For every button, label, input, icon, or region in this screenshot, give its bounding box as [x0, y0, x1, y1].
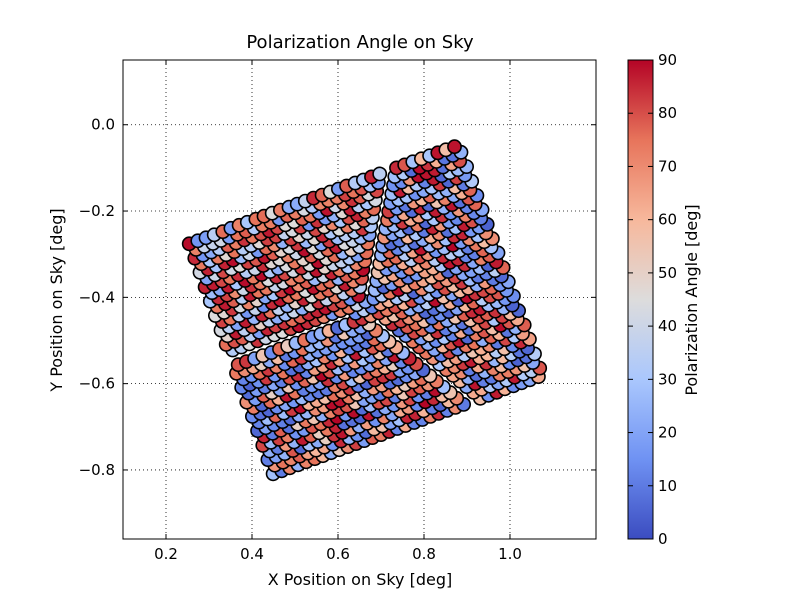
colorbar-tick-label: 60 [658, 211, 677, 229]
x-tick-label: 0.8 [412, 545, 436, 563]
colorbar-tick-label: 30 [658, 370, 677, 388]
y-tick-label: −0.2 [79, 202, 115, 220]
colorbar-ticks: 0 10 20 30 40 50 60 70 80 90 [628, 51, 677, 548]
y-axis-ticks: 0.0 −0.2 −0.4 −0.6 −0.8 [79, 116, 596, 479]
chart-title: Polarization Angle on Sky [246, 32, 474, 53]
data-point [447, 139, 462, 155]
x-axis-label: X Position on Sky [deg] [268, 570, 453, 589]
data-point [372, 166, 388, 182]
colorbar-tick-label: 80 [658, 104, 677, 122]
x-tick-label: 0.2 [154, 545, 178, 563]
y-tick-label: −0.6 [79, 375, 115, 393]
x-tick-label: 1.0 [498, 545, 522, 563]
colorbar-tick-label: 90 [658, 51, 677, 69]
colorbar-label: Polarization Angle [deg] [682, 204, 701, 395]
plot-frame [122, 59, 597, 540]
colorbar-tick-label: 40 [658, 317, 677, 335]
y-tick-label: 0.0 [91, 116, 115, 134]
colorbar-tick-label: 70 [658, 157, 677, 175]
y-axis-label: Y Position on Sky [deg] [47, 208, 66, 392]
colorbar [627, 59, 654, 540]
data-points [181, 139, 548, 482]
colorbar-tick-label: 10 [658, 477, 677, 495]
x-tick-label: 0.4 [240, 545, 264, 563]
colorbar-tick-label: 0 [658, 530, 668, 548]
x-axis-ticks: 0.2 0.4 0.6 0.8 1.0 [154, 60, 522, 563]
colorbar-tick-label: 50 [658, 264, 677, 282]
x-tick-label: 0.6 [326, 545, 350, 563]
colorbar-tick-label: 20 [658, 424, 677, 442]
y-tick-label: −0.4 [79, 288, 115, 306]
y-tick-label: −0.8 [79, 461, 115, 479]
